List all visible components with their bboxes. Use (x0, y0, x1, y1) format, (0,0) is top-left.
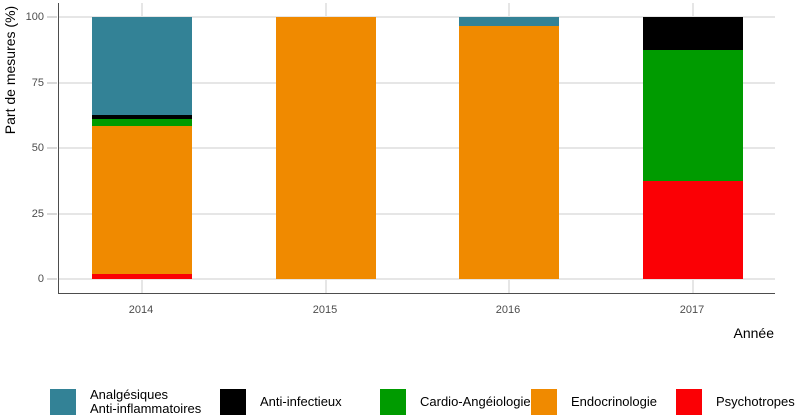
bar-segment (92, 17, 192, 116)
gridline-horizontal (59, 81, 775, 84)
x-tick-label: 2017 (679, 304, 705, 316)
gridline-horizontal (59, 212, 775, 215)
y-axis-title: Part de mesures (%) (2, 5, 18, 135)
x-tick-label: 2015 (312, 304, 338, 316)
bar-segment (643, 49, 743, 181)
bar-segment (92, 115, 192, 120)
legend-label: Anti-infectieux (260, 393, 342, 409)
legend-label: Psychotropes (716, 393, 795, 409)
legend-label: Cardio-Angéiologie (420, 393, 531, 409)
y-tick-mark (47, 212, 57, 215)
y-tick-mark (47, 147, 57, 149)
bar-segment (459, 17, 559, 27)
bar-segment (92, 125, 192, 274)
gridline-horizontal (59, 147, 775, 149)
bar-segment (643, 17, 743, 50)
y-tick-mark (47, 16, 57, 18)
bar-segment (92, 273, 192, 279)
legend-swatch (676, 388, 702, 415)
x-tick-label: 2016 (495, 304, 521, 316)
y-tick-label: 75 (31, 76, 44, 89)
bar-segment (459, 26, 559, 279)
legend-label: Analgésiques Anti-inflammatoires (90, 386, 202, 416)
bar-segment (92, 119, 192, 126)
legend-label: Endocrinologie (571, 393, 658, 409)
y-tick-mark (47, 278, 57, 280)
legend-swatch (220, 388, 246, 415)
legend-swatch (50, 388, 76, 415)
legend-swatch (380, 388, 406, 415)
legend-item: Endocrinologie (531, 388, 657, 415)
legend-item: Cardio-Angéiologie (380, 388, 531, 415)
gridline-horizontal (59, 278, 775, 280)
legend-item: Psychotropes (676, 388, 795, 415)
y-tick-label: 0 (37, 273, 44, 285)
legend-item: Analgésiques Anti-inflammatoires (50, 386, 202, 416)
legend-item: Anti-infectieux (220, 388, 342, 415)
y-tick-label: 50 (31, 142, 44, 154)
legend-swatch (531, 388, 557, 415)
y-tick-label: 25 (31, 207, 44, 220)
x-tick-label: 2014 (128, 304, 154, 316)
y-tick-mark (47, 81, 57, 84)
x-axis-title: Année (733, 325, 774, 341)
bar-segment (643, 180, 743, 279)
gridline-horizontal (59, 16, 775, 18)
y-tick-label: 100 (25, 11, 44, 23)
plot-panel (58, 3, 775, 294)
bar-segment (276, 17, 376, 279)
